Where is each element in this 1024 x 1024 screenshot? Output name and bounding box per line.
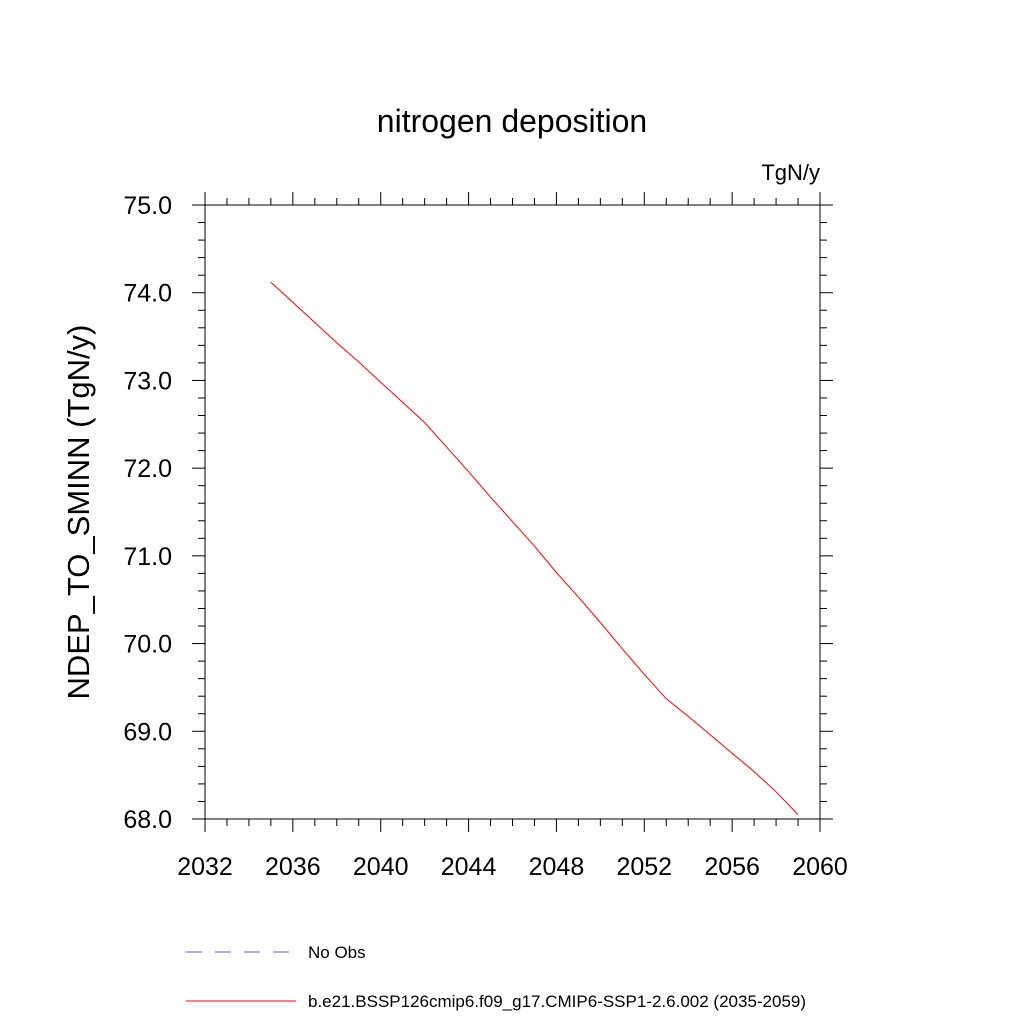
legend-label-no-obs: No Obs (308, 943, 366, 962)
x-tick-label: 2036 (265, 853, 321, 881)
x-tick-label: 2044 (441, 853, 497, 881)
x-tick-label: 2060 (792, 853, 848, 881)
y-tick-label: 68.0 (123, 806, 172, 834)
y-tick-label: 75.0 (123, 192, 172, 220)
x-tick-label: 2052 (616, 853, 672, 881)
legend: No Obs b.e21.BSSP126cmip6.f09_g17.CMIP6-… (186, 943, 806, 1011)
minor-ticks (198, 198, 827, 826)
y-tick-label: 70.0 (123, 631, 172, 659)
series-lines (270, 281, 799, 815)
y-tick-label: 69.0 (123, 718, 172, 746)
x-tick-labels: 2032 2036 2040 2044 2048 2052 2056 2060 (177, 853, 848, 881)
chart-title: nitrogen deposition (377, 103, 647, 139)
x-tick-label: 2048 (529, 853, 585, 881)
x-tick-label: 2040 (353, 853, 409, 881)
plot-frame (204, 204, 821, 820)
x-tick-label: 2056 (704, 853, 760, 881)
y-tick-label: 71.0 (123, 543, 172, 571)
legend-label-model-run: b.e21.BSSP126cmip6.f09_g17.CMIP6-SSP1-2.… (308, 992, 806, 1011)
major-ticks (192, 192, 833, 832)
y-axis-label: NDEP_TO_SMINN (TgN/y) (61, 325, 96, 700)
units-label: TgN/y (761, 160, 820, 185)
y-tick-label: 73.0 (123, 367, 172, 395)
y-tick-label: 74.0 (123, 280, 172, 308)
x-tick-label: 2032 (177, 853, 233, 881)
series-line-0 (270, 281, 799, 815)
y-tick-labels: 68.0 69.0 70.0 71.0 72.0 73.0 74.0 75.0 (123, 192, 172, 834)
y-tick-label: 72.0 (123, 455, 172, 483)
